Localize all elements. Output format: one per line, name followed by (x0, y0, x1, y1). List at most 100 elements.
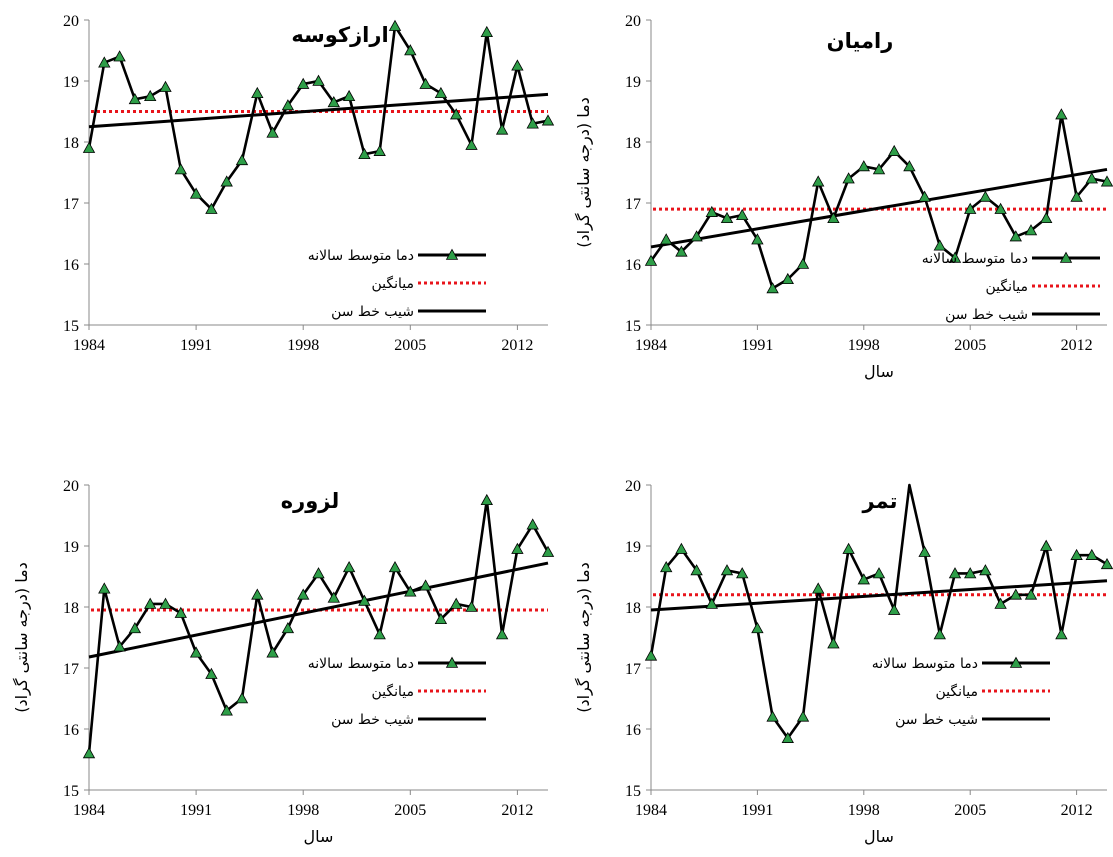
y-tick-label: 20 (625, 478, 641, 495)
data-point (98, 582, 111, 594)
y-tick-label: 19 (63, 539, 79, 556)
y-axis-label: دما (درجه سانتی گراد) (574, 562, 594, 713)
data-point (1009, 588, 1022, 600)
legend-trend-label: شیب خط سن (331, 712, 414, 728)
x-axis-label: سال (864, 362, 894, 381)
chart-panel-arazkoose: 1984 1991 1998 2005 2012 15 16 17 18 19 20 ارازکو… (63, 13, 555, 354)
data-point (705, 205, 718, 217)
x-tick-label: 2005 (394, 337, 426, 354)
data-point (144, 597, 157, 609)
data-point (705, 597, 718, 609)
data-point (312, 74, 325, 86)
y-tick-label: 18 (625, 600, 641, 617)
data-point (419, 77, 432, 89)
y-tick-label: 20 (63, 13, 79, 30)
data-point (312, 567, 325, 579)
x-tick-label: 1991 (741, 802, 773, 819)
data-point (660, 561, 673, 573)
legend-mean-label: میانگین (372, 275, 415, 292)
data-point (675, 245, 688, 257)
x-tick-label: 1984 (73, 337, 105, 354)
data-point (888, 144, 901, 156)
y-tick-label: 18 (63, 600, 79, 617)
data-point (766, 282, 779, 294)
data-point (827, 211, 840, 224)
x-tick-label: 1998 (287, 337, 319, 354)
data-point (434, 86, 448, 98)
data-point (1100, 175, 1113, 187)
data-point (1055, 628, 1068, 640)
data-point (373, 628, 386, 640)
data-point (827, 637, 840, 649)
data-point (675, 542, 688, 554)
chart-title: رامیان (827, 29, 894, 53)
trend-line (88, 561, 549, 659)
data-point (1024, 224, 1038, 236)
data-point (994, 597, 1007, 609)
data-point (128, 622, 142, 634)
data-point (918, 545, 931, 557)
data-point (327, 96, 340, 108)
x-tick-labels: 1984 1991 1998 2005 2012 (73, 337, 533, 354)
legend-trend-label: شیب خط سن (895, 712, 978, 728)
series-line (649, 113, 1108, 290)
x-tick-label: 2005 (394, 802, 426, 819)
data-point (979, 564, 992, 576)
data-point (159, 80, 172, 92)
data-point (266, 646, 279, 658)
data-point (98, 56, 111, 68)
data-point (541, 545, 555, 557)
data-point (404, 585, 417, 597)
series-markers (644, 108, 1113, 294)
data-point (189, 187, 203, 199)
legend-triangle-icon (445, 248, 459, 260)
data-point (404, 44, 417, 56)
data-point (796, 257, 810, 269)
data-point (205, 202, 218, 214)
data-point (113, 640, 126, 652)
data-point (660, 233, 673, 245)
legend-mean-label: میانگین (372, 683, 415, 700)
data-point (419, 579, 432, 591)
data-point (480, 25, 493, 37)
data-point (979, 190, 992, 202)
chart-axes (84, 19, 548, 330)
y-tick-label: 16 (63, 257, 79, 274)
data-point (251, 588, 264, 600)
x-tick-label: 2012 (501, 802, 533, 819)
legend-annual-label: دما متوسط سالانه (872, 656, 978, 672)
chart-legend: دما متوسط سالانه میانگین شیب خط سن (308, 656, 486, 728)
y-tick-label: 17 (63, 196, 79, 213)
trend-line (650, 579, 1108, 612)
data-point (480, 493, 493, 506)
y-tick-label: 17 (625, 661, 641, 678)
series-markers (82, 493, 555, 759)
data-point (205, 667, 218, 679)
chart-title: تمر (861, 489, 897, 513)
y-axis-label: دما (درجه سانتی گراد) (12, 562, 32, 713)
data-point (751, 233, 764, 245)
data-point (796, 710, 810, 722)
y-tick-labels: 15 16 17 18 19 20 (625, 13, 641, 335)
data-point (189, 646, 203, 658)
y-tick-label: 16 (625, 257, 641, 274)
data-point (342, 89, 356, 102)
data-point (1024, 588, 1038, 600)
data-point (994, 202, 1007, 214)
data-point (720, 211, 734, 224)
data-point (511, 542, 524, 554)
data-point (948, 251, 962, 263)
legend-trend-label: شیب خط سن (331, 304, 414, 320)
series-line (649, 483, 1108, 740)
y-tick-label: 17 (63, 661, 79, 678)
legend-triangle-icon (1059, 251, 1073, 263)
x-tick-label: 1991 (741, 337, 773, 354)
chart-panel-tamar: 1984 1991 1998 2005 2012 15 16 17 18 19 20 تمر دم… (574, 478, 1113, 846)
chart-axes (84, 484, 548, 795)
series-markers (82, 19, 555, 214)
data-point (526, 117, 539, 129)
x-tick-labels: 1984 1991 1998 2005 2012 (73, 802, 533, 819)
x-tick-labels: 1984 1991 1998 2005 2012 (635, 802, 1093, 819)
data-point (736, 208, 749, 221)
y-tick-label: 16 (63, 722, 79, 739)
